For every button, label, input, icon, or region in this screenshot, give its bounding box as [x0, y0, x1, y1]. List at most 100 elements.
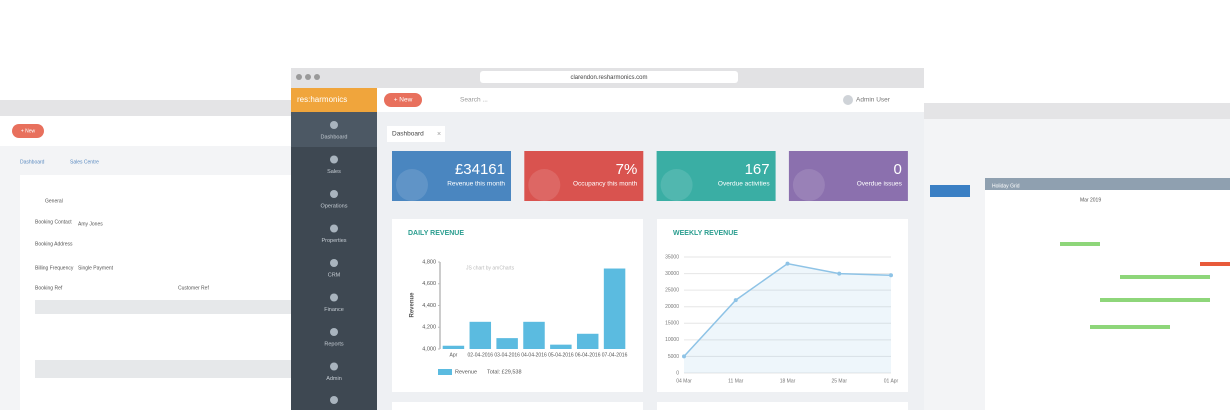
kpi-decoration: [528, 169, 561, 201]
kpi-value: 7%: [616, 161, 638, 178]
menu-icon[interactable]: [330, 224, 338, 233]
grid-booking: [1120, 275, 1210, 279]
x-tick-label: 11 Mar: [728, 378, 744, 384]
kpi-decoration: [792, 169, 825, 201]
menu-icon[interactable]: [330, 362, 338, 371]
y-tick-label: 4,200: [422, 325, 436, 331]
left-field: Booking Ref: [35, 285, 63, 291]
y-tick-label: 10000: [665, 337, 679, 343]
avatar[interactable]: [843, 95, 853, 105]
kpi-value: 167: [745, 161, 770, 178]
y-tick-label: 25000: [665, 287, 679, 293]
right-title: Holiday Grid: [992, 183, 1020, 189]
left-band: [35, 360, 292, 378]
search[interactable]: Search ...: [460, 97, 488, 104]
menu-item[interactable]: Dashboard: [321, 134, 348, 140]
user-name[interactable]: Admin User: [856, 97, 891, 104]
point[interactable]: [837, 271, 842, 276]
tab-label[interactable]: Dashboard: [392, 131, 424, 138]
logo-area: [291, 88, 377, 112]
x-tick-label: 02-04-2016: [467, 352, 493, 358]
window-dot[interactable]: [314, 74, 320, 80]
point[interactable]: [733, 298, 738, 303]
kpi-card[interactable]: [524, 151, 644, 201]
left-tab[interactable]: Sales Centre: [70, 159, 99, 165]
left-field: Booking Contact: [35, 219, 72, 225]
logo: res:harmonics: [297, 95, 347, 104]
window-dot[interactable]: [305, 74, 311, 80]
panel: [657, 402, 908, 410]
menu-item[interactable]: Finance: [324, 307, 344, 313]
left-field: Booking Address: [35, 241, 73, 247]
menu-icon[interactable]: [330, 328, 338, 336]
tab-close[interactable]: ×: [437, 131, 441, 138]
y-tick-label: 35000: [665, 254, 679, 260]
bar[interactable]: [523, 321, 545, 349]
x-tick-label: 03-04-2016: [494, 352, 520, 358]
panel: [392, 219, 643, 392]
left-field: General: [45, 198, 63, 204]
left-field: Billing Frequency: [35, 265, 74, 271]
x-tick-label: 05-04-2016: [548, 352, 574, 358]
left-field: Customer Ref: [178, 285, 209, 291]
bar[interactable]: [469, 321, 492, 349]
bar[interactable]: [496, 338, 518, 349]
kpi-decoration: [660, 169, 693, 201]
watermark: JS chart by amCharts: [466, 265, 515, 271]
new-button-label[interactable]: + New: [394, 97, 413, 104]
kpi-card[interactable]: [656, 151, 776, 201]
menu-icon[interactable]: [330, 259, 338, 267]
bar[interactable]: [550, 344, 572, 349]
menu-item[interactable]: Reports: [324, 341, 344, 347]
total-label: Total: £29,538: [487, 369, 522, 375]
x-tick-label: 04 Mar: [676, 378, 692, 384]
point[interactable]: [889, 273, 893, 278]
help-icon[interactable]: [330, 396, 338, 404]
menu-item[interactable]: Properties: [321, 238, 346, 244]
left-field: Amy Jones: [78, 221, 103, 227]
kpi-card[interactable]: [788, 151, 908, 201]
menu-item[interactable]: Admin: [326, 376, 342, 382]
kpi-card[interactable]: [392, 151, 511, 201]
url: clarendon.resharmonics.com: [570, 75, 647, 81]
legend-label: Revenue: [455, 369, 477, 375]
x-tick-label: 25 Mar: [831, 378, 847, 384]
left-tab[interactable]: Dashboard: [20, 159, 45, 165]
left-new-button[interactable]: [12, 124, 44, 138]
right-titlebar: [924, 103, 1230, 119]
point[interactable]: [785, 261, 790, 266]
left-table-head: [35, 300, 292, 314]
x-tick-label: Apr: [450, 352, 458, 358]
bar[interactable]: [576, 333, 599, 349]
right-month: Mar 2019: [1080, 197, 1101, 203]
menu-icon[interactable]: [330, 293, 338, 302]
address-bar[interactable]: [480, 71, 738, 83]
sidebar-active: [291, 112, 377, 147]
new-button[interactable]: [384, 93, 422, 107]
left-new-label[interactable]: + New: [21, 128, 36, 134]
kpi-label: Occupancy this month: [573, 181, 638, 188]
left-titlebar: [0, 100, 292, 116]
grid-booking: [1200, 262, 1230, 266]
menu-icon[interactable]: [330, 190, 338, 198]
menu-icon[interactable]: [330, 155, 338, 164]
y-tick-label: 5000: [668, 354, 679, 360]
bar[interactable]: [603, 268, 626, 349]
kpi-decoration: [396, 169, 428, 201]
window-dot[interactable]: [296, 74, 302, 80]
menu-item[interactable]: Operations: [321, 203, 348, 209]
panel: [657, 219, 908, 392]
menu-item[interactable]: CRM: [328, 272, 341, 278]
kpi-label: Revenue this month: [447, 181, 505, 188]
x-tick-label: 01 Apr: [884, 378, 899, 384]
tab[interactable]: [387, 126, 445, 142]
menu-icon[interactable]: [330, 121, 338, 129]
point[interactable]: [682, 354, 686, 359]
y-tick-label: 30000: [665, 271, 679, 277]
bar[interactable]: [442, 345, 465, 349]
grid-booking: [1100, 298, 1210, 302]
y-tick-label: 4,600: [422, 281, 436, 287]
area: [684, 263, 891, 373]
menu-item[interactable]: Sales: [327, 169, 341, 175]
